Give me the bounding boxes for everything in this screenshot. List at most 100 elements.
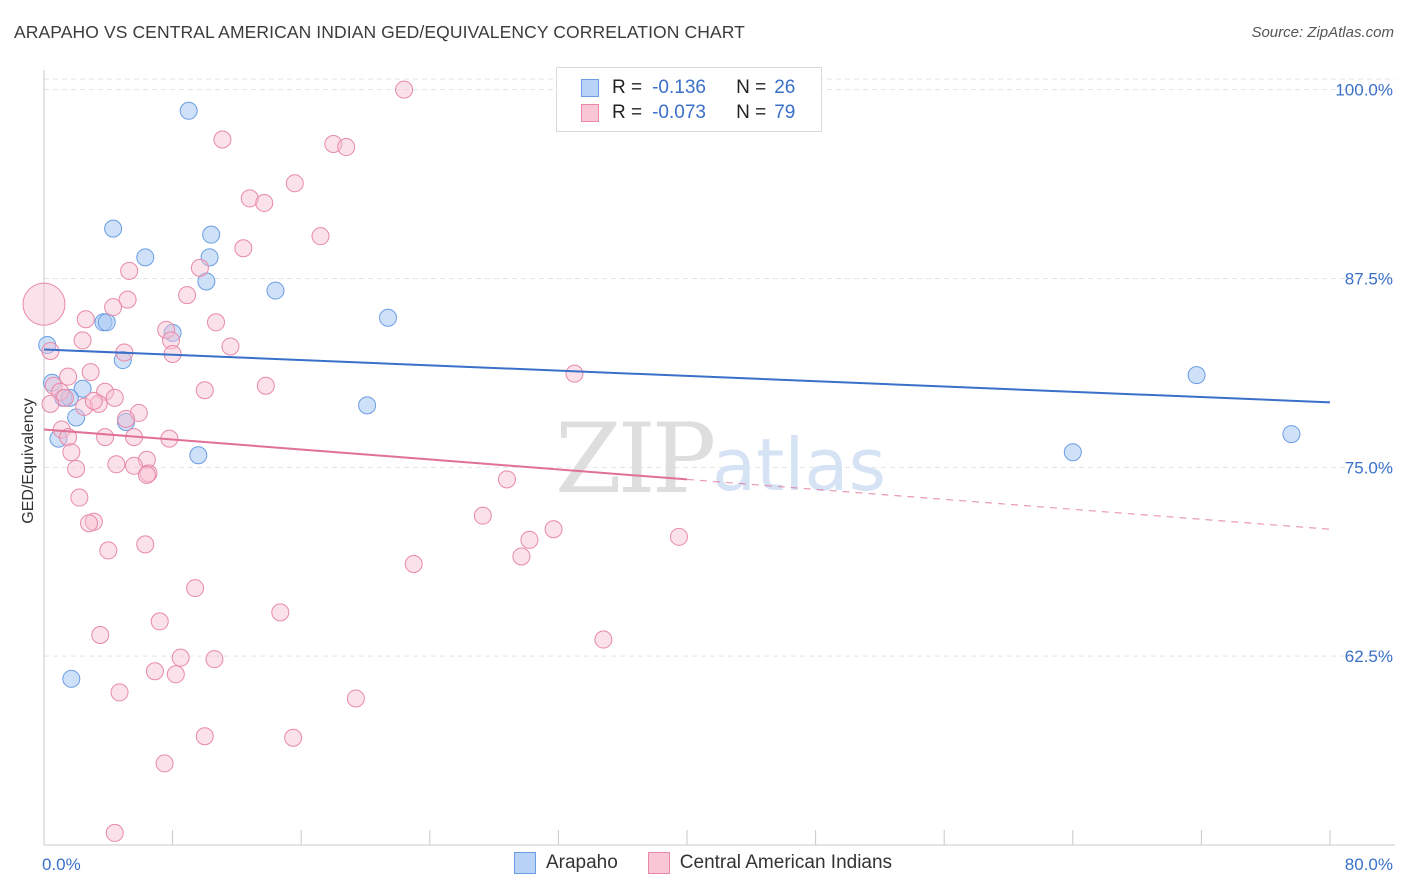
point-central [62, 443, 81, 462]
point-central [285, 174, 304, 193]
point-central [221, 337, 240, 356]
point-central [544, 520, 563, 539]
legend-item-arapaho[interactable]: Arapaho [513, 852, 618, 874]
chart-source: Source: ZipAtlas.com [1251, 24, 1394, 41]
point-central [120, 261, 139, 280]
point-central [91, 626, 110, 645]
point-central [73, 331, 92, 350]
point-central [520, 530, 539, 549]
legend-item-central[interactable]: Central American Indians [647, 852, 893, 874]
point-central [125, 456, 144, 475]
point-central [118, 290, 137, 309]
point-central [207, 313, 226, 332]
point-central [594, 630, 613, 649]
legend-swatch-arapaho [513, 852, 536, 874]
point-arapaho [1063, 443, 1082, 462]
point-central [75, 397, 94, 416]
series-arapaho [38, 101, 1301, 688]
point-central [178, 286, 197, 305]
point-central [110, 683, 129, 702]
point-central [395, 80, 414, 99]
tick-labels: 100.0% 87.5% 75.0% 62.5% 0.0% 80.0% [42, 81, 1393, 874]
point-central [234, 239, 253, 258]
legend-n-label: N = [736, 77, 767, 98]
point-central [565, 364, 584, 383]
series-legend: Arapaho Central American Indians [0, 852, 1406, 874]
point-central [161, 331, 180, 350]
y-tick-label: 100.0% [1335, 81, 1393, 100]
series-central-american-indians [22, 80, 688, 842]
point-central [150, 612, 169, 631]
y-axis-title: GED/Equivalency [20, 398, 37, 523]
legend-label-central: Central American Indians [679, 852, 893, 873]
point-central [195, 381, 214, 400]
point-central [59, 367, 78, 386]
point-arapaho [189, 446, 208, 465]
trend-line-arapaho [43, 348, 1331, 404]
legend-n-value: 79 [774, 102, 796, 123]
point-central [76, 310, 95, 329]
point-central [171, 648, 190, 667]
point-central [105, 388, 124, 407]
legend-row-central: R = -0.073 N = 79 [581, 101, 795, 125]
watermark-zip: ZIP [555, 403, 714, 515]
point-central [337, 138, 356, 157]
legend-swatch-central [647, 852, 670, 874]
legend-label-arapaho: Arapaho [545, 852, 618, 873]
point-arapaho [379, 308, 398, 327]
legend-r-label: R = [612, 77, 643, 98]
point-central [311, 227, 330, 246]
point-central [99, 541, 118, 560]
point-central [137, 465, 156, 484]
x-tick-label: 80.0% [1345, 855, 1393, 874]
y-tick-label: 62.5% [1345, 647, 1393, 666]
point-arapaho [1282, 425, 1301, 444]
point-central [346, 689, 365, 708]
point-central [240, 189, 259, 208]
point-central [186, 579, 205, 598]
point-central [89, 394, 108, 413]
legend-r-value: -0.136 [652, 77, 706, 98]
point-central [284, 728, 303, 747]
point-central [205, 650, 224, 669]
point-arapaho [1187, 366, 1206, 385]
point-central [80, 514, 99, 533]
point-central [116, 409, 135, 428]
point-central [81, 363, 100, 382]
point-central [107, 455, 126, 474]
point-central [497, 470, 516, 489]
watermark-atlas: atlas [712, 423, 886, 507]
point-central [59, 428, 78, 447]
point-central [145, 662, 164, 681]
point-central [404, 555, 423, 574]
point-central [473, 506, 492, 525]
stats-legend: R = -0.136 N = 26 R = -0.073 N = 79 [556, 67, 822, 132]
axes [43, 70, 1395, 846]
point-central [271, 603, 290, 622]
point-central [136, 535, 155, 554]
trend-line-central [43, 428, 688, 481]
point-arapaho [60, 388, 79, 407]
trend-line-central-extension [686, 478, 1331, 530]
point-central [70, 488, 89, 507]
legend-n-label: N = [736, 102, 767, 123]
watermark: ZIP atlas [555, 403, 886, 515]
point-arapaho [179, 101, 198, 120]
point-arapaho [73, 379, 92, 398]
point-arapaho [136, 248, 155, 267]
y-tick-label: 87.5% [1345, 269, 1393, 288]
legend-swatch-arapaho [581, 79, 599, 97]
point-central [256, 376, 275, 395]
point-central [104, 298, 123, 317]
legend-row-arapaho: R = -0.136 N = 26 [581, 76, 795, 100]
point-central [22, 282, 66, 326]
point-central [157, 320, 176, 339]
point-central [41, 341, 60, 360]
legend-swatch-central [581, 104, 599, 122]
point-arapaho [97, 313, 116, 332]
point-central [155, 754, 174, 773]
legend-n-value: 26 [774, 77, 796, 98]
point-arapaho [104, 219, 123, 238]
chart-title: ARAPAHO VS CENTRAL AMERICAN INDIAN GED/E… [14, 22, 745, 42]
point-central [213, 130, 232, 149]
